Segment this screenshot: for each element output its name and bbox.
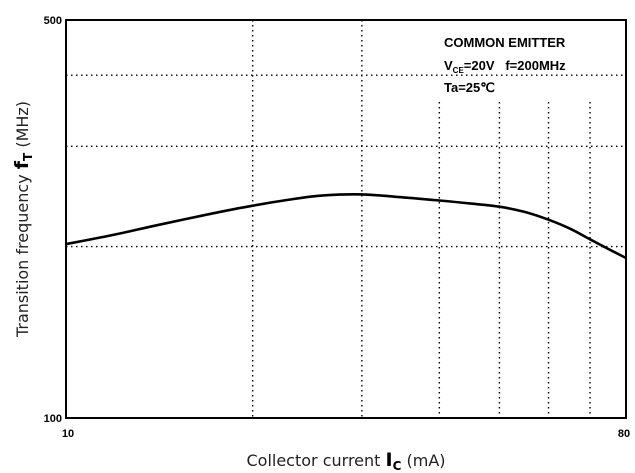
x-axis-symbol-subscript: C bbox=[393, 459, 402, 473]
x-axis-unit: (mA) bbox=[407, 451, 446, 470]
grid-lines bbox=[66, 20, 626, 418]
data-line bbox=[65, 193, 627, 260]
y-axis-label-text: Transition frequency bbox=[13, 174, 32, 338]
y-tick-label-bottom: 100 bbox=[44, 413, 62, 425]
annotation-line-2: VCE=20V f=200MHz bbox=[444, 58, 566, 75]
y-axis-symbol-subscript: T bbox=[21, 152, 35, 161]
plot-frame bbox=[65, 19, 627, 419]
y-axis-label: Transition frequency fT (MHz) bbox=[11, 101, 35, 338]
y-axis-symbol: f bbox=[11, 160, 33, 169]
x-axis-label-text: Collector current bbox=[246, 451, 380, 470]
annotation-conditions: =20V f=200MHz bbox=[464, 58, 566, 73]
y-axis-unit: (MHz) bbox=[13, 101, 32, 148]
annotation-block: COMMON EMITTER VCE=20V f=200MHz Ta=25℃ bbox=[444, 35, 566, 95]
annotation-line-1: COMMON EMITTER bbox=[444, 35, 566, 50]
x-tick-label-left: 10 bbox=[62, 428, 74, 440]
y-tick-label-top: 500 bbox=[44, 15, 62, 27]
x-axis-label: Collector current IC (mA) bbox=[246, 449, 445, 473]
x-tick-label-right: 80 bbox=[618, 428, 630, 440]
x-axis-symbol: I bbox=[386, 449, 393, 471]
annotation-line-3: Ta=25℃ bbox=[444, 80, 495, 95]
annotation-v-subscript: CE bbox=[453, 66, 465, 75]
annotation-v: V bbox=[444, 58, 453, 73]
